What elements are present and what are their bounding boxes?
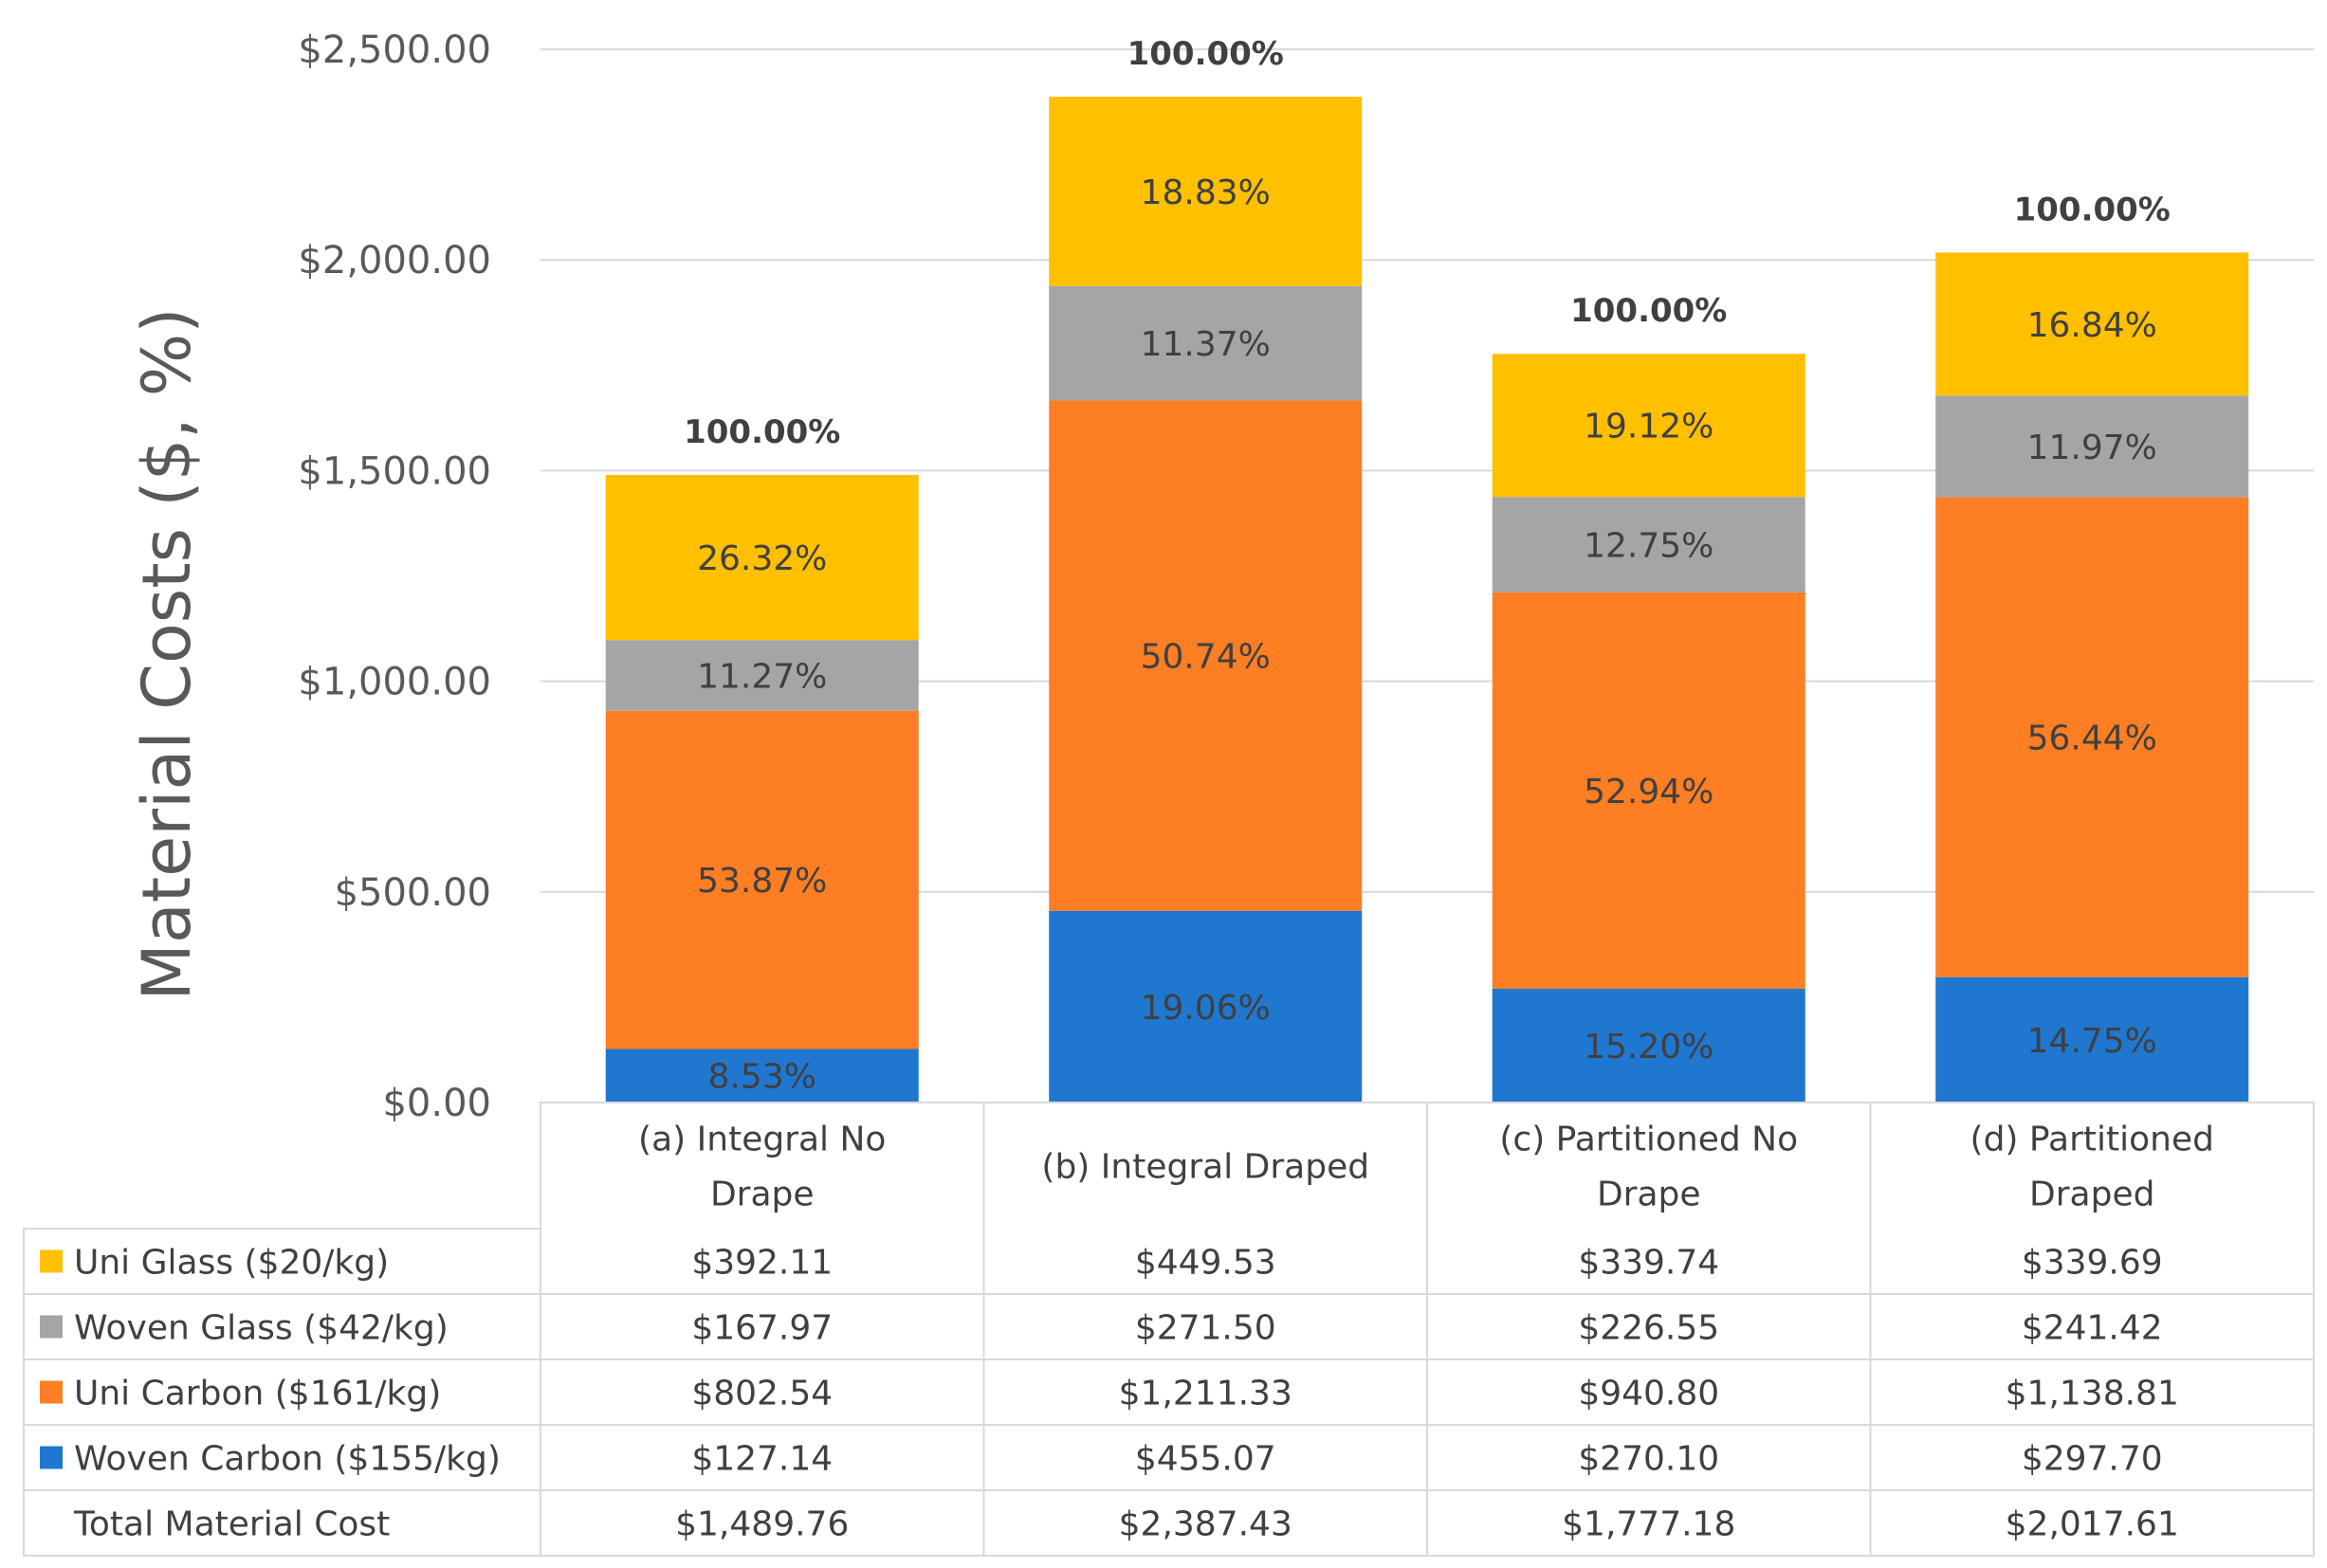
y-tick-label: $500.00 <box>335 871 491 915</box>
bar-segment <box>1049 285 1363 401</box>
bar-segment <box>1492 354 1805 498</box>
segment-percent-label: 19.06% <box>1141 989 1271 1028</box>
bar-segment <box>1049 97 1363 286</box>
category-label: (b) Integral Draped <box>1041 1148 1369 1187</box>
table-value: $297.70 <box>2022 1440 2163 1479</box>
table-value: $270.10 <box>1578 1440 1719 1479</box>
bar-segment <box>605 710 919 1049</box>
y-tick-label: $0.00 <box>382 1082 491 1125</box>
table-total-value: $1,777.18 <box>1562 1505 1735 1544</box>
table-value: $392.11 <box>691 1244 833 1283</box>
segment-percent-label: 11.97% <box>2027 428 2157 467</box>
table-value: $1,211.33 <box>1119 1375 1292 1413</box>
y-tick-label: $1,500.00 <box>298 449 491 493</box>
table-value: $271.50 <box>1135 1309 1276 1348</box>
bar-segment <box>605 1048 919 1103</box>
bar-segment <box>1935 976 2249 1103</box>
legend-swatch <box>40 1446 63 1469</box>
bars <box>605 97 2249 1103</box>
table-value: $455.07 <box>1135 1440 1276 1479</box>
segment-percent-label: 16.84% <box>2027 306 2157 345</box>
segment-percent-label: 53.87% <box>697 862 827 901</box>
series-name: Woven Glass ($42/kg) <box>74 1309 449 1348</box>
table-value: $940.80 <box>1578 1375 1719 1413</box>
table-value: $339.69 <box>2022 1244 2163 1283</box>
bar-segment <box>1935 497 2249 977</box>
bar-segment <box>1492 988 1805 1103</box>
table-value: $167.97 <box>691 1309 833 1348</box>
table-value: $802.54 <box>691 1375 833 1413</box>
category-label: Drape <box>1597 1176 1701 1214</box>
segment-percent-label: 26.32% <box>697 539 827 578</box>
segment-percent-label: 56.44% <box>2027 720 2157 758</box>
bar-segment <box>605 474 919 641</box>
category-label: Drape <box>710 1176 815 1214</box>
table-total-value: $2,387.43 <box>1119 1505 1292 1544</box>
category-label: (d) Partitioned <box>1970 1121 2214 1159</box>
y-tick-label: $1,000.00 <box>298 661 491 704</box>
y-axis-ticks: $0.00 $500.00 $1,000.00 $1,500.00 $2,000.00 $… <box>298 28 491 1125</box>
series-name: Uni Glass ($20/kg) <box>74 1244 389 1283</box>
bar-segment <box>1492 497 1805 593</box>
bar-segment <box>1492 592 1805 989</box>
table-total-value: $2,017.61 <box>2006 1505 2179 1544</box>
total-percent-label: 100.00% <box>1570 292 1727 330</box>
total-percent-label: 100.00% <box>684 413 840 451</box>
table-value: $449.53 <box>1135 1244 1276 1283</box>
segment-percent-label: 11.27% <box>697 658 827 697</box>
table-value: $241.42 <box>2022 1309 2163 1348</box>
total-row-label: Total Material Cost <box>73 1505 390 1544</box>
bar-segment <box>1049 400 1363 911</box>
series-name: Uni Carbon ($161/kg) <box>74 1375 441 1413</box>
data-table: (a) Integral No Drape (b) Integral Draped (… <box>23 1102 2315 1557</box>
table-value: $127.14 <box>691 1440 833 1479</box>
segment-percent-label: 14.75% <box>2027 1022 2157 1061</box>
segment-percent-label: 50.74% <box>1141 638 1271 677</box>
series-name: Woven Carbon ($155/kg) <box>74 1440 501 1479</box>
segment-percent-labels: 8.53% 53.87% 11.27% 26.32% 19.06% 50.74% 11.37… <box>697 173 2157 1097</box>
segment-percent-label: 12.75% <box>1584 527 1713 566</box>
segment-percent-label: 18.83% <box>1141 173 1271 212</box>
segment-percent-label: 15.20% <box>1584 1028 1713 1067</box>
bar-segment <box>1935 252 2249 396</box>
category-label: (c) Partitioned No <box>1499 1121 1798 1159</box>
bar-segment <box>1049 910 1363 1103</box>
segment-percent-label: 11.37% <box>1141 325 1271 364</box>
segment-percent-label: 52.94% <box>1584 773 1713 811</box>
legend-swatch <box>40 1315 63 1339</box>
bar-segment <box>1935 395 2249 498</box>
y-tick-label: $2,000.00 <box>298 239 491 283</box>
total-percent-label: 100.00% <box>1127 35 1284 73</box>
legend-swatch <box>40 1249 63 1273</box>
table-value: $226.55 <box>1578 1309 1719 1348</box>
total-percent-label: 100.00% <box>2014 191 2171 228</box>
segment-percent-label: 19.12% <box>1584 408 1713 447</box>
legend-swatch <box>40 1380 63 1404</box>
total-percent-labels: 100.00% 100.00% 100.00% 100.00% <box>684 35 2171 451</box>
table-total-value: $1,489.76 <box>675 1505 849 1544</box>
table-value: $1,138.81 <box>2006 1375 2179 1413</box>
category-label: Draped <box>2029 1176 2154 1214</box>
bar-segment <box>605 640 919 711</box>
table-value: $339.74 <box>1578 1244 1719 1283</box>
y-tick-label: $2,500.00 <box>298 28 491 72</box>
category-label: (a) Integral No <box>638 1121 886 1159</box>
y-axis-title: Material Costs ($, %) <box>128 307 206 1000</box>
segment-percent-label: 8.53% <box>708 1058 816 1097</box>
